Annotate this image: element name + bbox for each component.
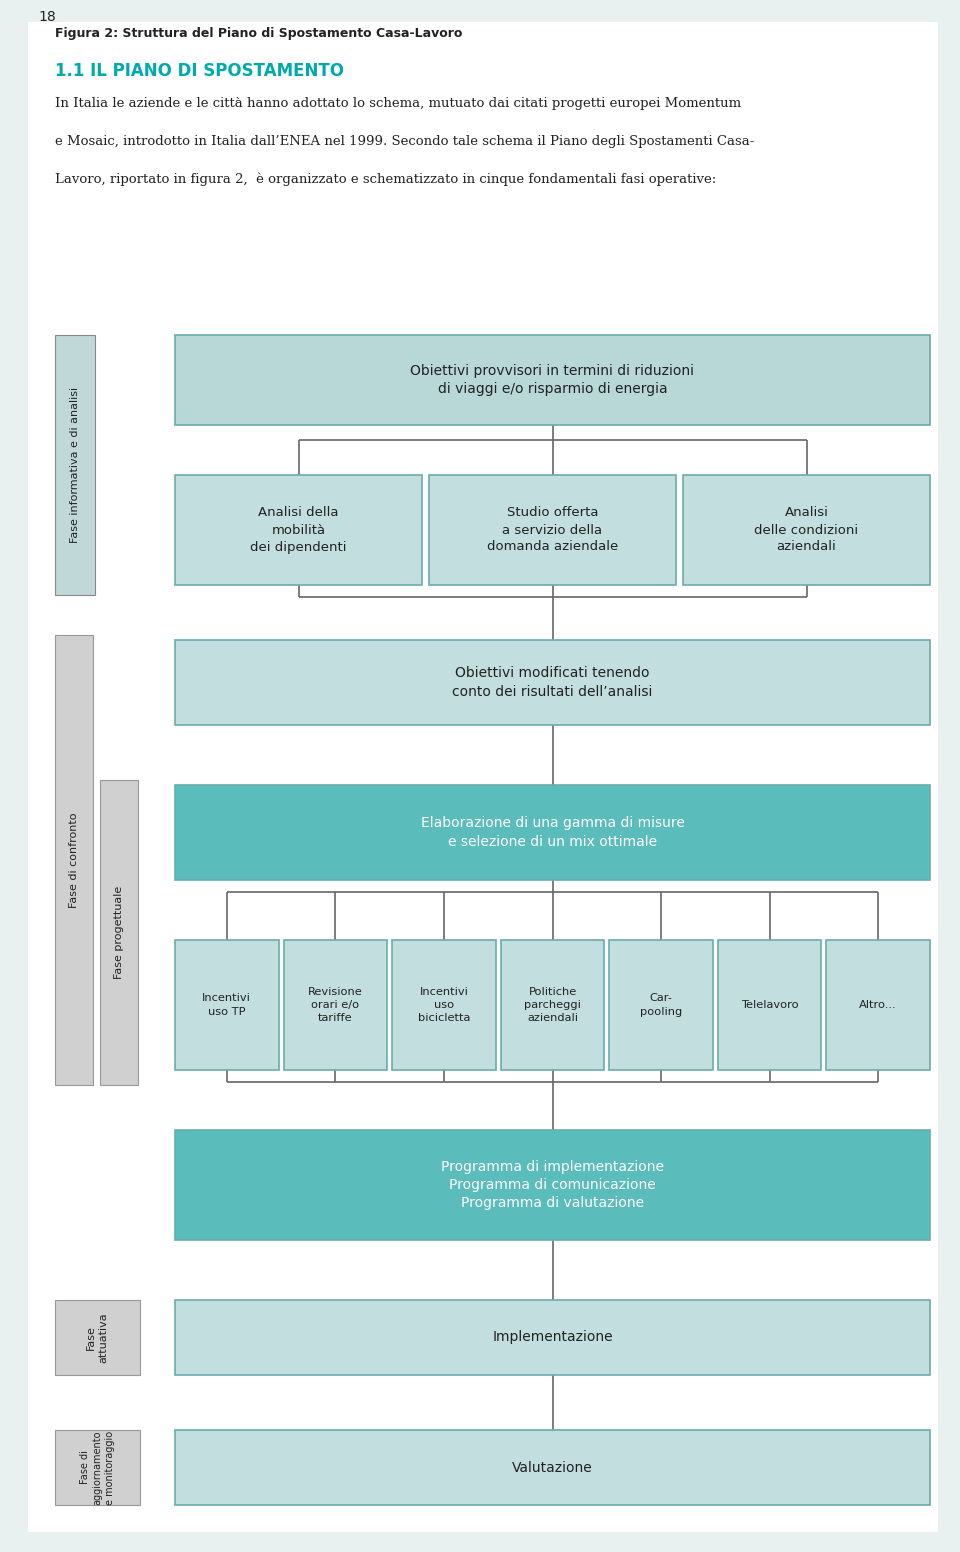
Bar — [55, 1301, 140, 1375]
Text: e Mosaic, introdotto in Italia dall’ENEA nel 1999. Secondo tale schema il Piano : e Mosaic, introdotto in Italia dall’ENEA… — [55, 135, 755, 147]
Text: Analisi della
mobilità
dei dipendenti: Analisi della mobilità dei dipendenti — [251, 506, 347, 554]
Bar — [283, 941, 387, 1069]
Text: Fase informativa e di analisi: Fase informativa e di analisi — [70, 386, 80, 543]
Text: Politiche
parcheggi
aziendali: Politiche parcheggi aziendali — [524, 987, 581, 1023]
Text: Lavoro, riportato in figura 2,  è organizzato e schematizzato in cinque fondamen: Lavoro, riportato in figura 2, è organiz… — [55, 172, 716, 186]
Text: Obiettivi provvisori in termini di riduzioni
di viaggi e/o risparmio di energia: Obiettivi provvisori in termini di riduz… — [411, 363, 694, 396]
Bar — [175, 785, 930, 880]
Bar — [175, 639, 930, 725]
Text: Valutazione: Valutazione — [512, 1460, 593, 1474]
Bar — [55, 1429, 140, 1505]
Text: Programma di implementazione
Programma di comunicazione
Programma di valutazione: Programma di implementazione Programma d… — [441, 1159, 664, 1211]
Text: Telelavoro: Telelavoro — [741, 999, 799, 1010]
Text: Elaborazione di una gamma di misure
e selezione di un mix ottimale: Elaborazione di una gamma di misure e se… — [420, 816, 684, 849]
Bar — [392, 941, 495, 1069]
Text: Obiettivi modificati tenendo
conto dei risultati dell’analisi: Obiettivi modificati tenendo conto dei r… — [452, 666, 653, 698]
Bar — [827, 941, 930, 1069]
Bar — [55, 335, 95, 594]
Bar — [501, 941, 604, 1069]
Text: 18: 18 — [38, 9, 56, 23]
Text: Fase di confronto: Fase di confronto — [69, 812, 79, 908]
Text: 1.1 IL PIANO DI SPOSTAMENTO: 1.1 IL PIANO DI SPOSTAMENTO — [55, 62, 344, 81]
Bar — [175, 1301, 930, 1375]
Bar — [175, 941, 278, 1069]
Bar — [683, 475, 930, 585]
Bar — [610, 941, 713, 1069]
Text: Altro...: Altro... — [859, 999, 897, 1010]
Text: Figura 2: Struttura del Piano di Spostamento Casa-Lavoro: Figura 2: Struttura del Piano di Spostam… — [55, 26, 463, 40]
Text: Fase
attuativa: Fase attuativa — [86, 1311, 108, 1363]
Text: Studio offerta
a servizio della
domanda aziendale: Studio offerta a servizio della domanda … — [487, 506, 618, 554]
Bar — [429, 475, 676, 585]
Bar — [175, 475, 422, 585]
Bar — [55, 635, 93, 1085]
Text: Car-
pooling: Car- pooling — [640, 993, 683, 1017]
Text: In Italia le aziende e le città hanno adottato lo schema, mutuato dai citati pro: In Italia le aziende e le città hanno ad… — [55, 96, 741, 110]
Text: Incentivi
uso TP: Incentivi uso TP — [203, 993, 252, 1017]
Text: Analisi
delle condizioni
aziendali: Analisi delle condizioni aziendali — [755, 506, 858, 554]
Text: Fase di
aggiornamento
e monitoraggio: Fase di aggiornamento e monitoraggio — [80, 1431, 115, 1505]
Bar — [100, 781, 138, 1085]
Text: Implementazione: Implementazione — [492, 1330, 612, 1344]
Bar — [175, 1130, 930, 1240]
Text: Fase progettuale: Fase progettuale — [114, 886, 124, 979]
Bar — [175, 335, 930, 425]
Bar — [175, 1429, 930, 1505]
Text: Incentivi
uso
bicicletta: Incentivi uso bicicletta — [418, 987, 470, 1023]
Bar — [0, 0, 28, 1552]
Bar — [718, 941, 822, 1069]
Text: Revisione
orari e/o
tariffe: Revisione orari e/o tariffe — [308, 987, 363, 1023]
